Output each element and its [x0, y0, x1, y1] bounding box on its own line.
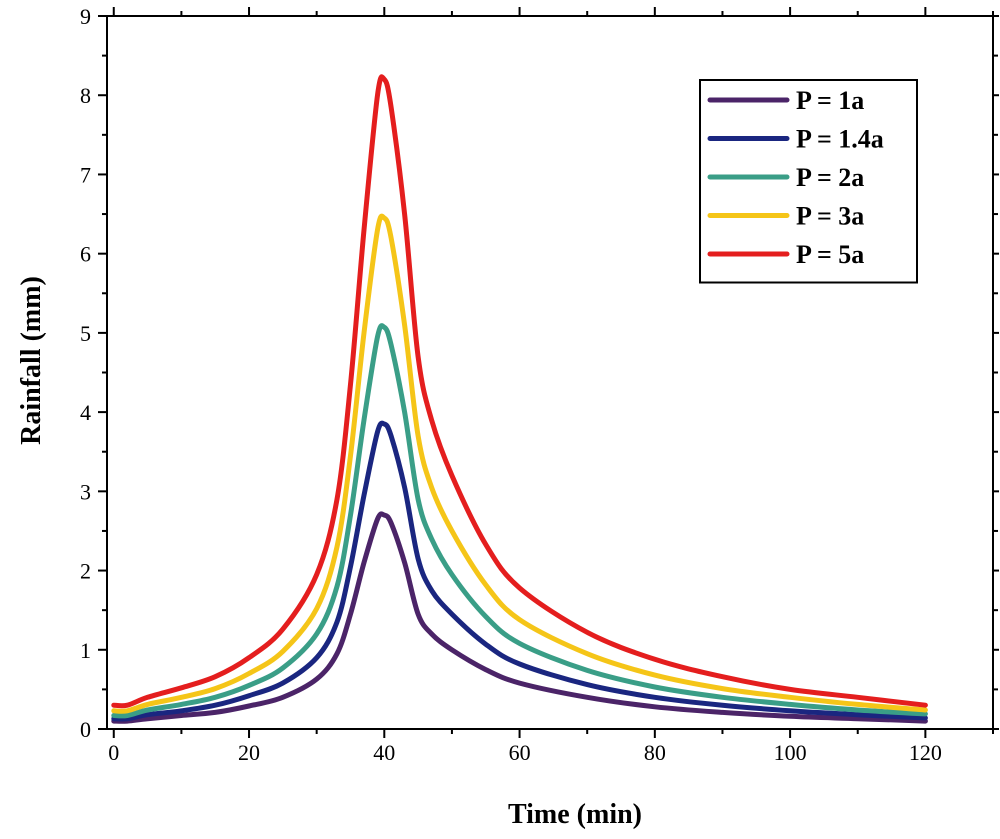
y-axis-title: Rainfall (mm) — [16, 276, 47, 445]
x-tick-label: 0 — [108, 740, 119, 765]
series-line-3 — [111, 323, 928, 719]
y-tick-label: 1 — [80, 638, 91, 663]
x-tick-label: 40 — [373, 740, 395, 765]
y-tick-label: 4 — [80, 400, 91, 425]
y-tick-label: 0 — [80, 717, 91, 742]
y-tick-label: 2 — [80, 559, 91, 584]
legend-label-1: P = 1a — [796, 86, 864, 115]
x-tick-label: 20 — [238, 740, 260, 765]
x-axis-title: Time (min) — [508, 799, 642, 830]
y-tick-label: 9 — [80, 4, 91, 29]
legend-label-2: P = 1.4a — [796, 125, 884, 154]
y-tick-label: 8 — [80, 83, 91, 108]
series-line-5 — [111, 74, 928, 709]
series-line-4 — [111, 213, 928, 714]
plot-area: 0 20 40 60 80 100 120 0 1 2 3 4 5 6 7 8 9 Time (min) Rainf… — [16, 4, 999, 830]
y-tick-label: 5 — [80, 321, 91, 346]
legend-label-4: P = 3a — [796, 202, 864, 231]
series-line-1 — [111, 511, 928, 724]
legend-box — [699, 79, 918, 284]
y-tick-label: 3 — [80, 479, 91, 504]
y-tick-label: 7 — [80, 162, 91, 187]
y-tick-label: 6 — [80, 242, 91, 267]
x-tick-label: 100 — [774, 740, 807, 765]
series-line-2 — [111, 420, 928, 722]
legend-label-3: P = 2a — [796, 163, 864, 192]
x-tick-label: 60 — [509, 740, 531, 765]
x-tick-label: 80 — [644, 740, 666, 765]
legend-label-5: P = 5a — [796, 240, 864, 269]
x-tick-label: 120 — [909, 740, 942, 765]
legend: P = 1a P = 1.4a P = 2a P = 3a P = 5a — [699, 79, 918, 284]
